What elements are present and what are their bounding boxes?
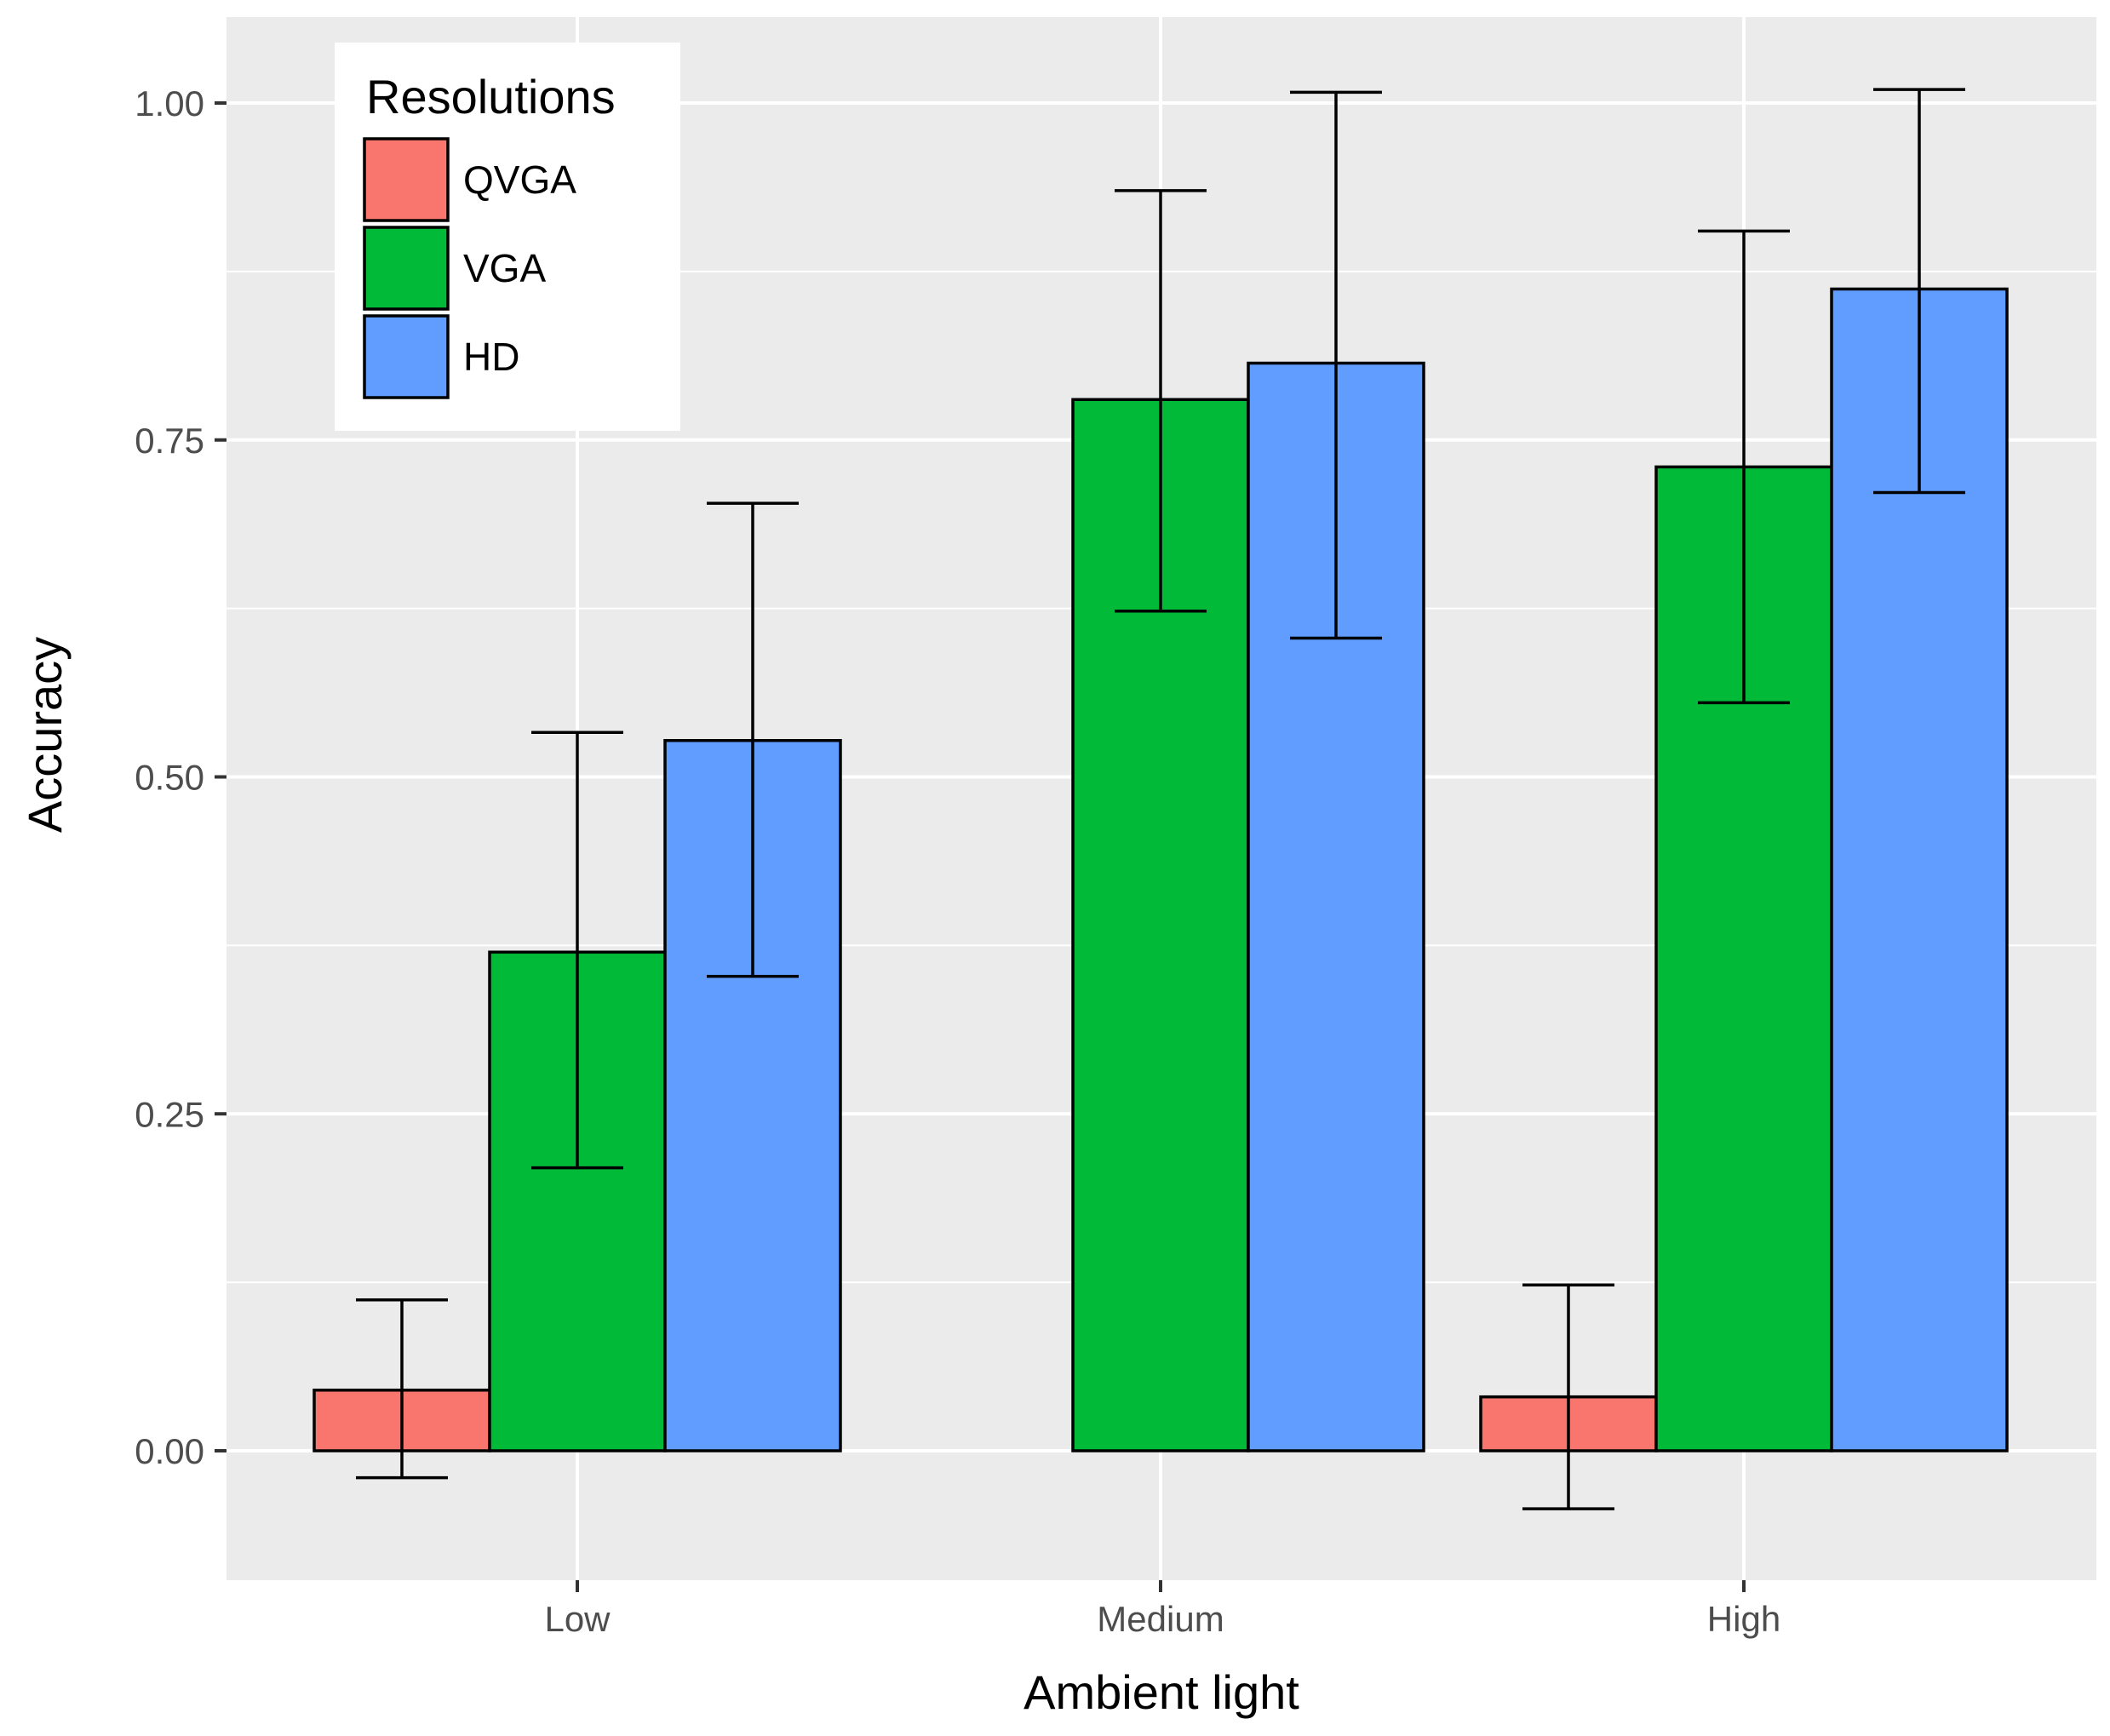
legend-item-hd: HD bbox=[363, 314, 519, 399]
error-bars bbox=[356, 88, 1965, 1510]
x-axis: Low Medium High bbox=[544, 1580, 1780, 1639]
errorbar-vga-medium bbox=[1115, 189, 1207, 613]
y-tick-label: 1.00 bbox=[135, 83, 204, 123]
y-tick-label: 0.00 bbox=[135, 1431, 204, 1471]
legend-label-hd: HD bbox=[463, 335, 519, 379]
legend-key-qvga bbox=[363, 137, 450, 222]
x-axis-title: Ambient light bbox=[1023, 1665, 1299, 1719]
errorbar-hd-high bbox=[1873, 88, 1965, 495]
legend-title: Resolutions bbox=[366, 70, 616, 123]
errorbar-hd-medium bbox=[1290, 90, 1382, 640]
errorbar-hd-low bbox=[707, 501, 799, 978]
legend-label-qvga: QVGA bbox=[463, 158, 576, 202]
y-tick-label: 0.25 bbox=[135, 1094, 204, 1134]
errorbar-qvga-low bbox=[356, 1298, 448, 1480]
legend-item-qvga: QVGA bbox=[363, 137, 576, 222]
legend-key-hd bbox=[363, 314, 450, 399]
x-tick-label-high: High bbox=[1707, 1599, 1780, 1639]
legend: Resolutions QVGA VGA HD bbox=[335, 43, 680, 431]
x-tick-label-low: Low bbox=[544, 1599, 611, 1639]
errorbar-qvga-high bbox=[1522, 1283, 1614, 1510]
errorbar-vga-high bbox=[1698, 229, 1790, 705]
y-tick-label: 0.75 bbox=[135, 421, 204, 461]
legend-items: QVGA VGA HD bbox=[363, 137, 576, 399]
x-tick-label-medium: Medium bbox=[1097, 1599, 1224, 1639]
legend-label-vga: VGA bbox=[463, 246, 546, 290]
legend-item-vga: VGA bbox=[363, 226, 546, 311]
legend-key-vga bbox=[363, 226, 450, 311]
y-tick-label: 0.50 bbox=[135, 758, 204, 798]
y-axis-title: Accuracy bbox=[18, 637, 72, 833]
errorbar-vga-low bbox=[531, 730, 623, 1170]
y-axis: 0.00 0.25 0.50 0.75 1.00 bbox=[135, 83, 226, 1471]
